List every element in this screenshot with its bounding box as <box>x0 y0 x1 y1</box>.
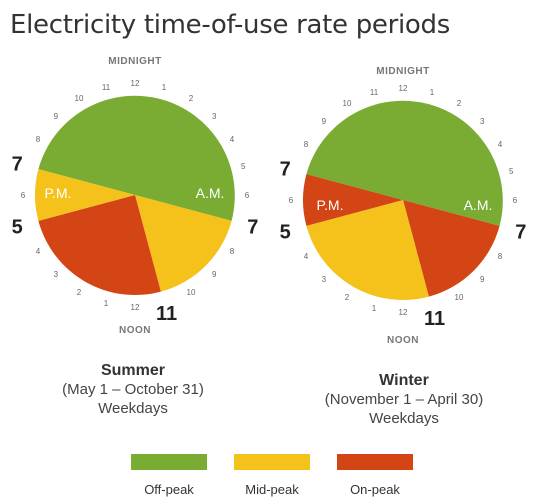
slice-summer-off-peak-0 <box>38 95 235 221</box>
date-range-winter: (November 1 – April 30) <box>324 391 484 408</box>
hour-tick-summer: 6 <box>21 191 26 200</box>
chart-title: Electricity time-of-use rate periods <box>10 10 450 40</box>
hour-tick-winter: 4 <box>304 252 309 261</box>
hour-tick-summer: 9 <box>212 270 217 279</box>
legend-swatch-off-peak <box>131 454 207 470</box>
boundary-hour-summer: 5 <box>12 217 23 239</box>
hour-tick-winter: 2 <box>345 293 350 302</box>
date-range-summer: (May 1 – October 31) <box>62 381 204 398</box>
hour-tick-summer: 12 <box>131 79 140 88</box>
legend-label-off-peak: Off-peak <box>144 482 194 497</box>
slice-summer-mid-peak-3 <box>35 169 136 221</box>
caption-winter: Winter (November 1 – April 30) Weekdays <box>284 372 524 428</box>
slice-winter-on-peak-3 <box>303 174 403 226</box>
hour-tick-summer: 8 <box>36 135 41 144</box>
hour-tick-summer: 4 <box>230 135 235 144</box>
hour-tick-summer: 12 <box>131 303 140 312</box>
hour-tick-summer: 9 <box>54 112 59 121</box>
hour-tick-summer: 10 <box>187 288 196 297</box>
slice-summer-on-peak-2 <box>38 195 161 295</box>
boundary-hour-winter: 11 <box>424 308 445 330</box>
hour-tick-winter: 10 <box>343 99 352 108</box>
midnight-label-winter: MIDNIGHT <box>376 66 429 77</box>
clock-chart-winter: 12 1234568910121234689101171157MIDNIGHTNO… <box>280 66 527 346</box>
hour-tick-summer: 11 <box>102 83 111 92</box>
hour-tick-winter: 8 <box>304 140 309 149</box>
hour-tick-summer: 10 <box>75 94 84 103</box>
hour-tick-summer: 8 <box>230 247 235 256</box>
season-label-winter: Winter <box>379 372 429 389</box>
hour-tick-winter: 6 <box>289 196 294 205</box>
clock-chart-summer: 12 1234568910121234689101171157MIDNIGHTNO… <box>12 56 259 336</box>
am-label-winter: A.M. <box>464 197 493 213</box>
pm-label-winter: P.M. <box>317 197 344 213</box>
hour-tick-winter: 5 <box>509 167 514 176</box>
hour-tick-summer: 3 <box>212 112 217 121</box>
slice-winter-off-peak-0 <box>306 100 503 226</box>
slice-winter-on-peak-1 <box>403 200 500 297</box>
boundary-hour-winter: 7 <box>515 222 526 244</box>
legend-label-on-peak: On-peak <box>350 482 400 497</box>
hour-tick-winter: 6 <box>513 196 518 205</box>
hour-tick-winter: 12 <box>399 308 408 317</box>
hour-tick-summer: 4 <box>36 247 41 256</box>
hour-tick-winter: 3 <box>480 117 485 126</box>
pm-label-summer: P.M. <box>45 185 72 201</box>
hour-tick-winter: 9 <box>322 117 327 126</box>
midnight-label-summer: MIDNIGHT <box>108 56 161 67</box>
noon-label-winter: NOON <box>387 335 419 346</box>
hour-tick-winter: 10 <box>455 293 464 302</box>
boundary-hour-winter: 7 <box>280 158 291 180</box>
hour-tick-winter: 9 <box>480 275 485 284</box>
boundary-hour-summer: 7 <box>12 153 23 175</box>
hour-tick-summer: 1 <box>162 83 167 92</box>
hour-tick-summer: 2 <box>189 94 194 103</box>
legend-label-mid-peak: Mid-peak <box>245 482 299 497</box>
hour-tick-winter: 1 <box>430 88 435 97</box>
legend-swatch-on-peak <box>337 454 413 470</box>
hour-tick-winter: 8 <box>498 252 503 261</box>
hour-tick-summer: 2 <box>77 288 82 297</box>
boundary-hour-winter: 5 <box>280 222 291 244</box>
hour-tick-winter: 2 <box>457 99 462 108</box>
boundary-hour-summer: 11 <box>156 303 177 325</box>
hour-tick-summer: 1 <box>104 299 109 308</box>
day-type-winter: Weekdays <box>369 410 439 427</box>
legend-swatch-mid-peak <box>234 454 310 470</box>
hour-tick-winter: 4 <box>498 140 503 149</box>
hour-tick-summer: 6 <box>245 191 250 200</box>
hour-tick-winter: 12 <box>399 84 408 93</box>
day-type-summer: Weekdays <box>98 400 168 417</box>
hour-tick-summer: 5 <box>241 162 246 171</box>
caption-summer: Summer (May 1 – October 31) Weekdays <box>13 362 253 418</box>
slice-summer-mid-peak-1 <box>135 195 232 292</box>
hour-tick-winter: 11 <box>370 88 379 97</box>
slice-winter-mid-peak-2 <box>306 200 429 300</box>
am-label-summer: A.M. <box>196 185 225 201</box>
hour-tick-winter: 1 <box>372 304 377 313</box>
noon-label-summer: NOON <box>119 325 151 336</box>
hour-tick-winter: 3 <box>322 275 327 284</box>
season-label-summer: Summer <box>100 362 166 379</box>
boundary-hour-summer: 7 <box>247 217 258 239</box>
hour-tick-summer: 3 <box>54 270 59 279</box>
